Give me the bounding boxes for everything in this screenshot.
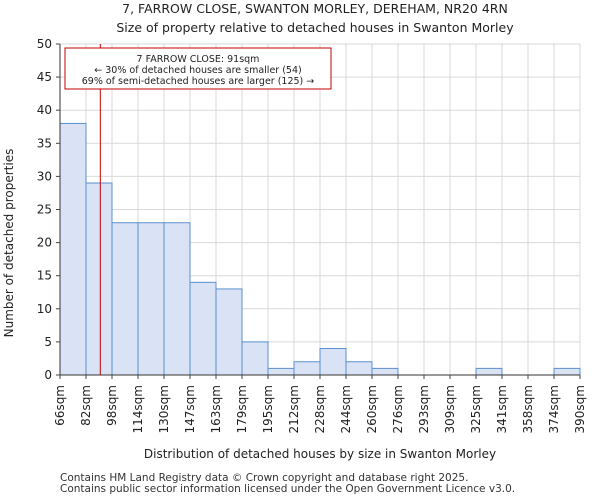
- bar-195sqm: [267, 367, 295, 376]
- x-tick-label-390sqm: 390sqm: [573, 385, 587, 433]
- y-tick-labels: 0 5 10 15 20 25 30 35 40 45 50: [37, 37, 60, 382]
- annotation-line-2: ← 30% of detached houses are smaller (54…: [94, 65, 301, 76]
- x-tick-label-179sqm: 179sqm: [235, 385, 249, 433]
- y-tick-label-0: 0: [44, 368, 52, 382]
- y-tick-label-20: 20: [37, 236, 52, 250]
- x-tick-label-130sqm: 130sqm: [157, 385, 171, 433]
- x-tick-label-114sqm: 114sqm: [131, 385, 145, 433]
- y-tick-label-5: 5: [44, 335, 52, 349]
- x-tick-label-309sqm: 309sqm: [443, 385, 457, 433]
- x-tick-label-228sqm: 228sqm: [313, 385, 327, 433]
- bar-260sqm: [371, 367, 399, 376]
- bar-228sqm: [319, 348, 347, 376]
- x-tick-label-66sqm: 66sqm: [53, 385, 67, 426]
- x-tick-label-82sqm: 82sqm: [79, 385, 93, 426]
- x-tick-label-358sqm: 358sqm: [521, 385, 535, 433]
- x-tick-label-341sqm: 341sqm: [495, 385, 509, 433]
- x-tick-label-293sqm: 293sqm: [417, 385, 431, 433]
- y-tick-label-25: 25: [37, 203, 52, 217]
- y-tick-label-15: 15: [37, 269, 52, 283]
- x-tick-label-195sqm: 195sqm: [261, 385, 275, 433]
- y-tick-label-10: 10: [37, 302, 52, 316]
- bar-114sqm: [137, 222, 165, 376]
- y-tick-label-50: 50: [37, 37, 52, 51]
- x-tick-label-98sqm: 98sqm: [105, 385, 119, 426]
- x-tick-label-212sqm: 212sqm: [287, 385, 301, 433]
- bar-179sqm: [241, 341, 269, 376]
- y-tick-label-40: 40: [37, 103, 52, 117]
- bar-374sqm: [553, 367, 581, 376]
- bar-147sqm: [189, 281, 217, 376]
- footer-line-2: Contains public sector information licen…: [60, 483, 516, 495]
- y-tick-label-45: 45: [37, 70, 52, 84]
- x-tick-label-276sqm: 276sqm: [391, 385, 405, 433]
- x-tick-label-163sqm: 163sqm: [209, 385, 223, 433]
- chart-svg: 7, FARROW CLOSE, SWANTON MORLEY, DEREHAM…: [2, 1, 587, 461]
- y-tick-label-35: 35: [37, 136, 52, 150]
- bar-98sqm: [111, 222, 139, 376]
- y-axis-label: Number of detached properties: [2, 149, 16, 338]
- x-tick-label-325sqm: 325sqm: [469, 385, 483, 433]
- bar-82sqm: [85, 182, 113, 376]
- chart-subtitle: Size of property relative to detached ho…: [116, 20, 514, 35]
- bars-layer: [59, 122, 581, 376]
- bar-212sqm: [293, 361, 321, 376]
- x-tick-label-244sqm: 244sqm: [339, 385, 353, 433]
- bar-163sqm: [215, 288, 243, 376]
- footer-line-1: Contains HM Land Registry data © Crown c…: [60, 472, 469, 484]
- bar-325sqm: [475, 367, 503, 376]
- x-tick-labels: 66sqm 82sqm 98sqm 114sqm 130sqm 147sqm 163sqm 1…: [53, 375, 587, 433]
- chart-title: 7, FARROW CLOSE, SWANTON MORLEY, DEREHAM…: [122, 1, 508, 16]
- annotation-box: 7 FARROW CLOSE: 91sqm ← 30% of detached …: [64, 47, 332, 90]
- annotation-line-3: 69% of semi-detached houses are larger (…: [82, 76, 315, 87]
- x-tick-label-147sqm: 147sqm: [183, 385, 197, 433]
- bar-130sqm: [163, 222, 191, 376]
- x-tick-label-374sqm: 374sqm: [547, 385, 561, 433]
- bar-244sqm: [345, 361, 373, 376]
- annotation-line-1: 7 FARROW CLOSE: 91sqm: [137, 54, 260, 65]
- bar-66sqm: [59, 122, 87, 376]
- x-tick-label-260sqm: 260sqm: [365, 385, 379, 433]
- x-axis-label: Distribution of detached houses by size …: [144, 447, 496, 461]
- y-tick-label-30: 30: [37, 169, 52, 183]
